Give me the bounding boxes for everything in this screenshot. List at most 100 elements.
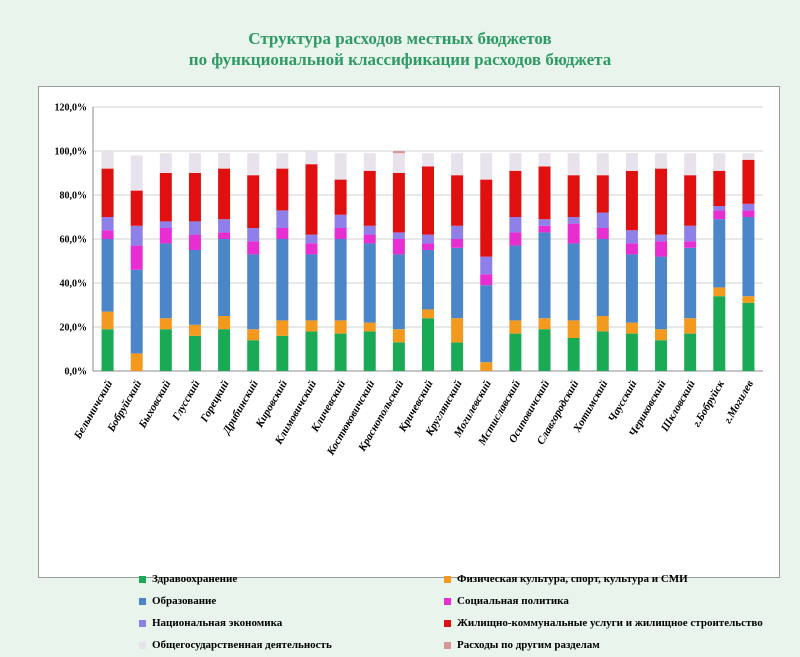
title-line-1: Структура расходов местных бюджетов xyxy=(248,29,552,48)
bar-segment xyxy=(159,243,172,319)
legend-item: Физическая культура, спорт, культура и С… xyxy=(444,571,688,587)
bar-segment xyxy=(363,234,376,244)
bar-segment xyxy=(422,250,434,310)
bar-segment xyxy=(713,219,726,288)
bar-segment xyxy=(451,175,464,226)
bar-segment xyxy=(422,166,434,235)
bar-segment xyxy=(218,316,231,330)
bar-segment xyxy=(684,241,697,248)
bar-segment xyxy=(655,234,668,242)
bar-segment xyxy=(218,168,231,220)
bar-segment xyxy=(159,329,172,371)
bar-segment xyxy=(392,151,405,154)
bar-segment xyxy=(625,243,638,255)
chart-title: Структура расходов местных бюджетов по ф… xyxy=(0,28,800,70)
bar-segment xyxy=(713,210,726,220)
bar-segment xyxy=(130,225,143,246)
bar-segment xyxy=(276,228,289,239)
x-category-label: г.Могилев xyxy=(722,378,756,425)
legend-swatch xyxy=(139,575,146,583)
bar-segment xyxy=(363,322,376,332)
bar-segment xyxy=(188,324,201,336)
bar-segment xyxy=(101,230,114,239)
x-category-label: Чаусский xyxy=(606,379,639,425)
bar-segment xyxy=(101,151,114,169)
bar-segment xyxy=(684,175,697,226)
bar-segment xyxy=(567,338,580,371)
bar-segment xyxy=(334,228,347,239)
bar-segment xyxy=(392,173,405,233)
bar-segment xyxy=(247,329,260,341)
bar-segment xyxy=(218,153,231,169)
bar-segment xyxy=(218,329,231,371)
bar-segment xyxy=(538,329,551,371)
legend-swatch xyxy=(444,641,451,649)
bar-segment xyxy=(742,159,755,204)
bar-segment xyxy=(188,173,201,222)
bar-segment xyxy=(509,245,522,321)
bar-segment xyxy=(130,269,143,354)
bar-segment xyxy=(159,228,172,244)
bar-segment xyxy=(218,239,231,316)
bar-segment xyxy=(596,239,609,316)
bar-segment xyxy=(392,342,405,371)
bar-segment xyxy=(567,223,580,244)
bar-segment xyxy=(480,256,493,275)
legend-item: Общегосударственная деятельность xyxy=(139,637,332,653)
bar-segment xyxy=(451,225,464,239)
bar-segment xyxy=(742,203,755,211)
bar-segment xyxy=(480,362,493,371)
bar-segment xyxy=(101,329,114,371)
y-tick-label: 120,0% xyxy=(55,103,88,114)
bar-segment xyxy=(247,241,260,255)
bar-segment xyxy=(742,210,755,217)
bar-segment xyxy=(334,179,347,215)
bar-segment xyxy=(655,340,668,371)
bar-segment xyxy=(130,190,143,226)
bar-segment xyxy=(509,232,522,246)
bar-segment xyxy=(538,166,551,220)
bar-segment xyxy=(334,320,347,334)
bar-segment xyxy=(596,175,609,213)
bar-segment xyxy=(480,274,493,286)
bar-segment xyxy=(713,170,726,206)
legend-label: Расходы по другим разделам xyxy=(457,639,600,651)
bar-segment xyxy=(713,206,726,211)
bar-segment xyxy=(188,234,201,250)
bar-segment xyxy=(247,153,260,176)
bar-segment xyxy=(130,155,143,191)
bar-segment xyxy=(334,333,347,371)
y-tick-label: 0,0% xyxy=(65,367,88,378)
bar-segment xyxy=(451,318,464,343)
bar-segment xyxy=(247,228,260,242)
bar-segment xyxy=(218,219,231,233)
stacked-bar-chart: 0,0% 20,0% 40,0% 60,0% 80,0% 100,0% 120,0% Белы… xyxy=(55,103,763,458)
bar-segment xyxy=(305,331,318,371)
bar-segment xyxy=(655,168,668,235)
legend-item: Социальная политика xyxy=(444,593,569,609)
bar-segment xyxy=(625,333,638,371)
bar-segment xyxy=(509,217,522,233)
bar-segment xyxy=(363,225,376,235)
bar-segment xyxy=(625,153,638,171)
legend-label: Здравоохранение xyxy=(152,573,238,585)
bar-segment xyxy=(596,331,609,371)
bar-segment xyxy=(276,168,289,211)
bar-segment xyxy=(625,170,638,231)
bar-segment xyxy=(713,287,726,297)
bar-segment xyxy=(276,320,289,336)
bar-segment xyxy=(334,214,347,228)
legend-swatch xyxy=(444,575,451,583)
bar-segment xyxy=(422,234,434,244)
bar-segment xyxy=(742,153,755,160)
bar-segment xyxy=(159,318,172,330)
bar-segment xyxy=(276,335,289,371)
bar-segment xyxy=(130,353,143,371)
bar-segment xyxy=(625,322,638,334)
legend-swatch xyxy=(139,641,146,649)
y-tick-label: 80,0% xyxy=(60,191,88,202)
x-category-label: Глусский xyxy=(170,379,203,424)
bar-segment xyxy=(422,309,434,319)
legend-label: Социальная политика xyxy=(457,595,569,607)
bar-segment xyxy=(509,153,522,171)
